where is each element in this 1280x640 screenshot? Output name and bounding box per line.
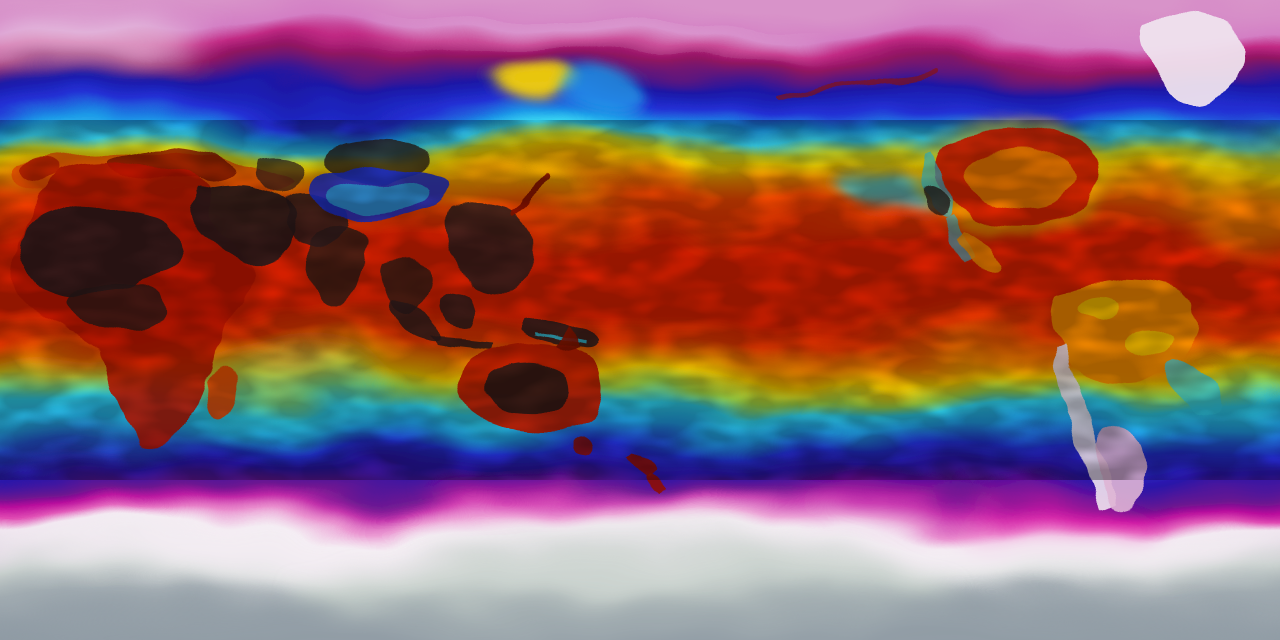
siberia-warm-anomaly (496, 70, 564, 114)
arctic-pale-swirl (0, 16, 220, 68)
fluid-texture-overlay (0, 120, 1280, 480)
aleutian-arc (779, 69, 941, 101)
arctic-white-streak (380, 26, 820, 46)
greenland-ice-sheet (1140, 14, 1244, 103)
antarctic-slate-base (0, 600, 1280, 640)
okhotsk-cold-swirl (551, 72, 643, 124)
